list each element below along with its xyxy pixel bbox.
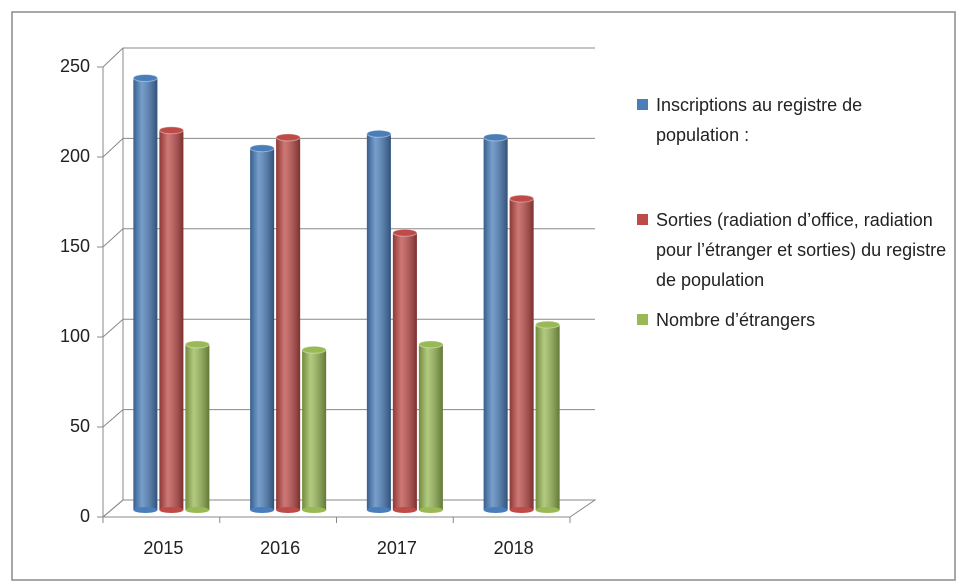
bar-shade [302,349,327,510]
y-tick-label: 0 [80,506,90,526]
grid-line [102,318,595,338]
grid-line [102,137,595,158]
y-tick-label: 150 [60,236,90,256]
x-tick-label: 2016 [260,538,300,558]
bar-shade [483,137,508,510]
bar-top [535,320,561,329]
bar-bottom [509,507,534,513]
legend-label: Nombre d’étrangers [656,310,816,330]
legend-item: Nombre d’étrangers [637,305,947,335]
bar-bottom [159,507,184,513]
bar-shade [509,198,534,510]
bar-top [184,340,210,349]
legend-label: Inscriptions au registre de population : [656,95,863,145]
y-tick-label: 250 [60,56,90,76]
x-tick-label: 2017 [377,538,417,558]
bar-top [418,340,444,349]
bar-bottom [366,507,391,513]
bar-shade [133,78,158,510]
bar-shade [250,148,275,510]
y-tick-label: 100 [60,326,90,346]
legend: Inscriptions au registre de population :… [637,90,947,335]
legend-item: Sorties (radiation d’office, radiation p… [637,205,947,295]
bar-shade [366,133,391,511]
x-tick-label: 2018 [494,538,534,558]
bar-top [301,345,327,354]
bar-shade [276,137,301,510]
bar-bottom [483,507,508,513]
bar-bottom [185,507,210,513]
bar-shade [392,232,417,511]
y-tick-label: 50 [70,416,90,436]
bar-shade [185,344,210,510]
legend-label: Sorties (radiation d’office, radiation p… [656,210,947,290]
bar-bottom [302,507,327,513]
bar-bottom [276,507,301,513]
legend-swatch [637,314,648,325]
bar-shade [159,130,184,510]
legend-swatch [637,214,648,225]
grid-line [102,228,595,248]
bar-bottom [133,507,158,513]
chart-border [11,11,956,581]
bar-top [132,74,158,82]
bar-top [158,126,184,135]
grid-line [102,47,595,68]
bar-top [483,133,509,142]
bar-bottom [535,507,560,513]
bar-top [392,228,418,237]
bar-bottom [250,507,275,513]
bar-top [275,133,301,142]
bar-shade [535,324,560,510]
bar-bottom [392,507,417,513]
bar-top [249,144,275,153]
bar-bottom [418,507,443,513]
bar-top [509,194,535,203]
legend-item: Inscriptions au registre de population : [637,90,947,150]
y-tick-label: 200 [60,146,90,166]
legend-swatch [637,99,648,110]
x-tick-label: 2015 [143,538,183,558]
bar-shade [418,344,443,510]
bar-top [366,129,392,138]
